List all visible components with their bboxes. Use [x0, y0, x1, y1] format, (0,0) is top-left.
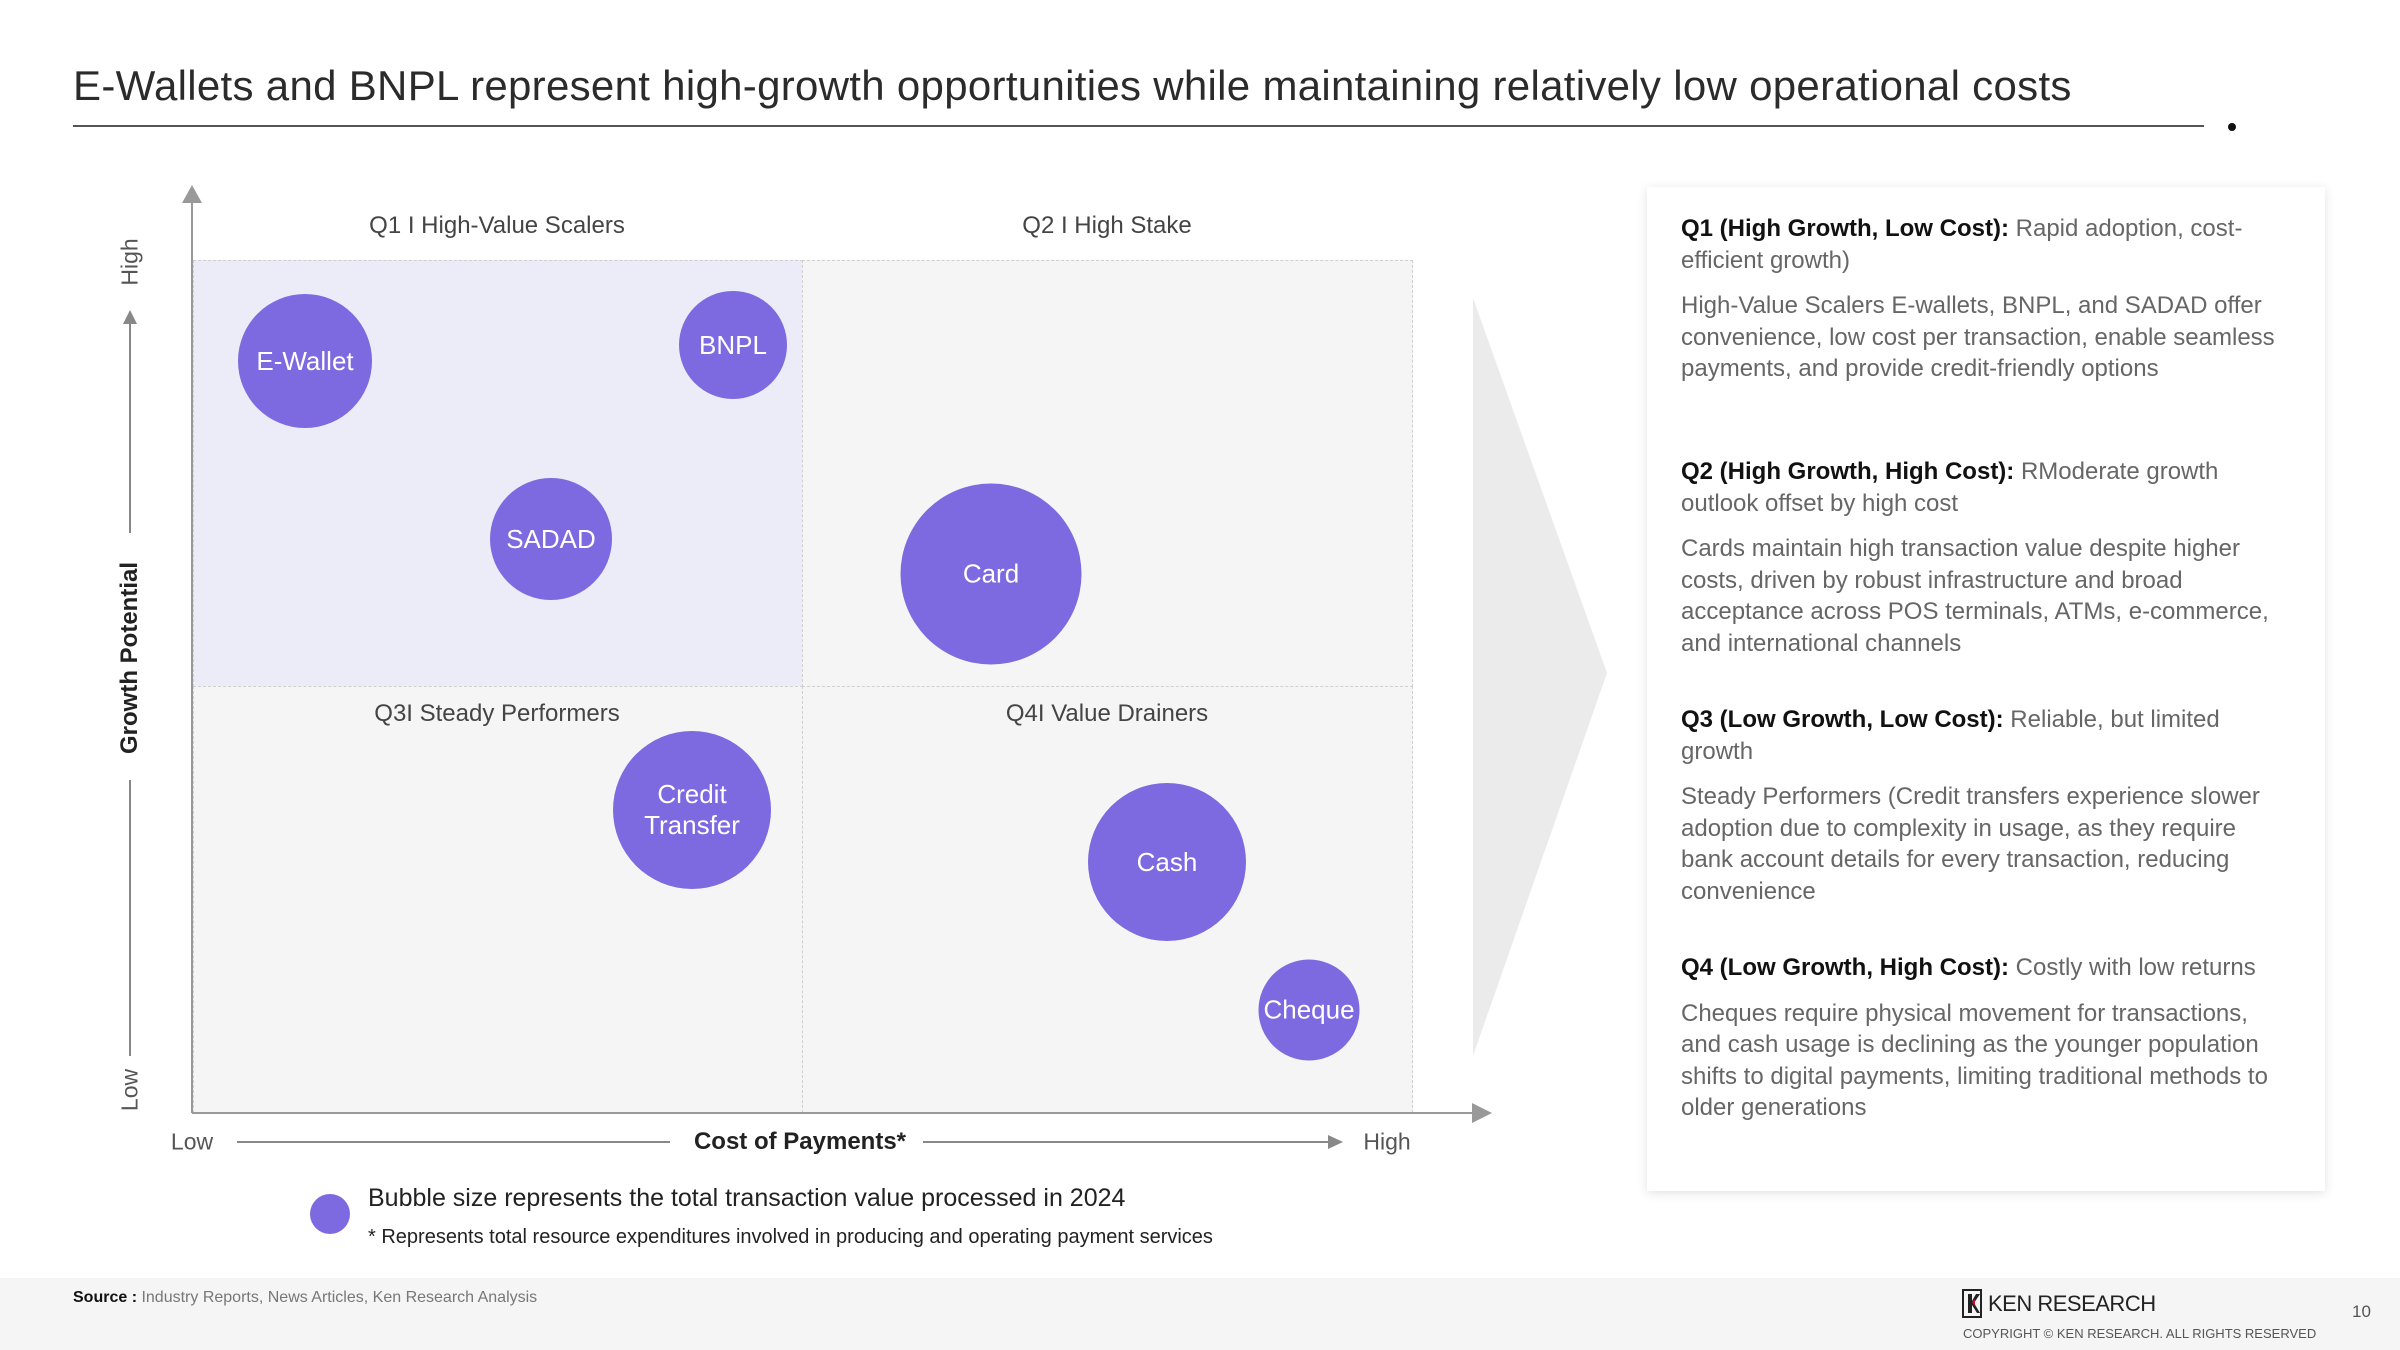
x-label-arrow-icon	[1328, 1135, 1343, 1149]
panel-block-q3: Q3 (Low Growth, Low Cost): Reliable, but…	[1681, 704, 2281, 907]
q3-description: Steady Performers (Credit transfers expe…	[1681, 783, 2260, 905]
quadrant-label-q3: Q3I Steady Performers	[374, 700, 620, 727]
y-label-arrow-icon	[123, 310, 137, 324]
source-text: Industry Reports, News Articles, Ken Res…	[137, 1289, 538, 1306]
footnote: * Represents total resource expenditures…	[368, 1226, 1213, 1248]
y-axis-title: Growth Potential	[116, 562, 143, 754]
panel-block-q4: Q4 (Low Growth, High Cost): Costly with …	[1681, 952, 2281, 1124]
x-axis-low-label: Low	[170, 1128, 214, 1155]
bubble-label-line2: Transfer	[644, 810, 740, 840]
page-title: E-Wallets and BNPL represent high-growth…	[73, 62, 2072, 109]
bubble-label-line1: Credit	[657, 779, 727, 809]
chevron-arrow-icon	[1473, 298, 1607, 1056]
quadrant-descriptions-panel: Q1 (High Growth, Low Cost): Rapid adopti…	[1647, 187, 2325, 1191]
q1-summary: Rapid adoption, cost-efficient growth)	[1681, 215, 2243, 274]
ken-logo-icon	[1962, 1289, 1982, 1318]
panel-block-q1: Q1 (High Growth, Low Cost): Rapid adopti…	[1681, 213, 2281, 385]
bubble-label: Cheque	[1263, 994, 1355, 1025]
quadrant-label-q4: Q4I Value Drainers	[1005, 700, 1209, 727]
bubble-label: SADAD	[506, 523, 596, 554]
logo-text: KEN RESEARCH	[1988, 1291, 2156, 1316]
bubble-label: Card	[962, 558, 1020, 589]
q1-heading: Q1 (High Growth, Low Cost):	[1681, 215, 2009, 242]
footer: Source : Industry Reports, News Articles…	[0, 1278, 2400, 1350]
ken-research-logo: KEN RESEARCH	[1962, 1289, 2156, 1319]
q4-description: Cheques require physical movement for tr…	[1681, 999, 2268, 1122]
bubble-cash: Cash	[1088, 783, 1246, 941]
q3-summary: Reliable, but limited growth	[1681, 706, 2220, 765]
bubble-bnpl: BNPL	[679, 291, 787, 399]
y-axis-low-label: Low	[116, 1068, 143, 1112]
copyright: COPYRIGHT © KEN RESEARCH. ALL RIGHTS RES…	[1963, 1326, 2317, 1341]
q2-summary: RModerate growth outlook offset by high …	[1681, 458, 2219, 517]
x-axis-title: Cost of Payments*	[693, 1128, 907, 1155]
bubble-ewallet: E-Wallet	[238, 294, 372, 428]
quadrant-label-q1: Q1 I High-Value Scalers	[369, 212, 625, 239]
bubble-sadad: SADAD	[490, 478, 612, 600]
bubble-card: Card	[900, 483, 1082, 665]
bubble-label: BNPL	[699, 329, 767, 360]
legend-bubble-icon	[310, 1194, 350, 1234]
bubble-cheque: Cheque	[1258, 959, 1360, 1061]
q3-heading: Q3 (Low Growth, Low Cost):	[1681, 706, 2004, 733]
x-axis-high-label: High	[1363, 1128, 1411, 1155]
quadrant-q2	[802, 260, 1413, 687]
page-number: 10	[2352, 1302, 2371, 1321]
y-axis-arrow-icon	[182, 185, 202, 203]
bubble-credit-transfer: Credit Transfer	[613, 731, 771, 889]
y-axis-high-label: High	[116, 238, 143, 286]
quadrant-label-q2: Q2 I High Stake	[1022, 212, 1192, 239]
q4-heading: Q4 (Low Growth, High Cost):	[1681, 954, 2009, 981]
bubble-label: Cash	[1136, 846, 1198, 877]
title-underline	[73, 125, 2204, 127]
q2-description: Cards maintain high transaction value de…	[1681, 535, 2269, 657]
legend-text: Bubble size represents the total transac…	[368, 1184, 1126, 1212]
panel-block-q2: Q2 (High Growth, High Cost): RModerate g…	[1681, 456, 2281, 659]
matrix-axes	[123, 185, 1492, 1149]
q2-heading: Q2 (High Growth, High Cost):	[1681, 458, 2015, 485]
title-dot	[2228, 123, 2236, 131]
source-label: Source :	[73, 1289, 138, 1306]
x-axis-arrow-icon	[1472, 1103, 1492, 1123]
q1-description: High-Value Scalers E-wallets, BNPL, and …	[1681, 292, 2275, 382]
source-note: Source : Industry Reports, News Articles…	[73, 1289, 537, 1307]
bubble-label: E-Wallet	[256, 345, 354, 376]
q4-summary: Costly with low returns	[2008, 954, 2256, 981]
